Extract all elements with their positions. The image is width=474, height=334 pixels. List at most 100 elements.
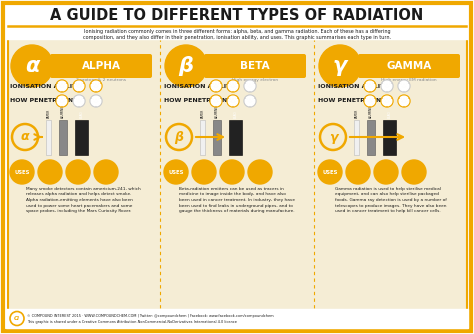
Wedge shape xyxy=(228,99,233,106)
Bar xyxy=(59,120,67,155)
Circle shape xyxy=(249,85,251,87)
Circle shape xyxy=(249,100,251,102)
Circle shape xyxy=(78,100,80,102)
Wedge shape xyxy=(216,84,221,91)
Text: ALPHA: ALPHA xyxy=(82,61,120,71)
Wedge shape xyxy=(79,84,84,91)
Wedge shape xyxy=(404,99,409,106)
Wedge shape xyxy=(383,96,391,100)
Wedge shape xyxy=(211,84,216,91)
Circle shape xyxy=(398,95,410,107)
Circle shape xyxy=(94,160,118,184)
Text: Ionising radiation commonly comes in three different forms: alpha, beta, and gam: Ionising radiation commonly comes in thr… xyxy=(84,28,390,33)
Text: ALUMINIUM: ALUMINIUM xyxy=(369,102,373,119)
Wedge shape xyxy=(211,99,216,106)
Circle shape xyxy=(95,100,97,102)
Text: USES: USES xyxy=(14,169,30,174)
Wedge shape xyxy=(233,84,238,91)
Wedge shape xyxy=(58,81,66,85)
Circle shape xyxy=(90,80,102,92)
Circle shape xyxy=(232,100,234,102)
Text: IONISATION ABILITY:: IONISATION ABILITY: xyxy=(318,84,391,89)
Circle shape xyxy=(220,160,244,184)
Text: α: α xyxy=(21,131,29,144)
Text: LEAD: LEAD xyxy=(234,111,237,119)
Wedge shape xyxy=(228,84,233,91)
Text: HOW PENETRATING?: HOW PENETRATING? xyxy=(318,99,390,104)
Bar xyxy=(46,120,51,155)
Circle shape xyxy=(244,95,256,107)
Circle shape xyxy=(398,80,410,92)
Circle shape xyxy=(95,85,97,87)
Circle shape xyxy=(192,160,216,184)
Text: γ: γ xyxy=(329,131,337,144)
Text: α: α xyxy=(25,56,39,76)
Circle shape xyxy=(73,95,85,107)
Wedge shape xyxy=(212,96,220,100)
Wedge shape xyxy=(75,81,83,85)
Wedge shape xyxy=(74,99,79,106)
Bar xyxy=(229,120,242,155)
Wedge shape xyxy=(387,84,392,91)
Circle shape xyxy=(319,45,361,87)
Wedge shape xyxy=(58,96,66,100)
Wedge shape xyxy=(91,99,96,106)
Wedge shape xyxy=(79,99,84,106)
Text: β: β xyxy=(174,131,183,144)
Text: BETA: BETA xyxy=(240,61,270,71)
Circle shape xyxy=(164,160,188,184)
Circle shape xyxy=(227,80,239,92)
Wedge shape xyxy=(57,84,62,91)
Circle shape xyxy=(210,95,222,107)
FancyBboxPatch shape xyxy=(204,54,306,78)
Text: A GUIDE TO DIFFERENT TYPES OF RADIATION: A GUIDE TO DIFFERENT TYPES OF RADIATION xyxy=(50,8,424,23)
Text: PAPER: PAPER xyxy=(355,109,358,119)
Text: HOW PENETRATING?: HOW PENETRATING? xyxy=(10,99,82,104)
Circle shape xyxy=(66,160,90,184)
Wedge shape xyxy=(74,84,79,91)
Circle shape xyxy=(381,95,393,107)
Circle shape xyxy=(227,95,239,107)
Wedge shape xyxy=(75,96,83,100)
Wedge shape xyxy=(366,81,374,85)
Text: Many smoke detectors contain americium-241, which
releases alpha radiation and h: Many smoke detectors contain americium-2… xyxy=(26,187,140,213)
Wedge shape xyxy=(400,96,408,100)
Wedge shape xyxy=(57,99,62,106)
Wedge shape xyxy=(366,96,374,100)
Text: GAMMA: GAMMA xyxy=(386,61,432,71)
Text: PAPER: PAPER xyxy=(201,109,204,119)
Text: ALUMINIUM: ALUMINIUM xyxy=(61,102,65,119)
Circle shape xyxy=(248,160,272,184)
Wedge shape xyxy=(96,99,101,106)
Circle shape xyxy=(244,80,256,92)
Text: USES: USES xyxy=(322,169,337,174)
Circle shape xyxy=(318,160,342,184)
Bar xyxy=(200,120,205,155)
Bar xyxy=(383,120,396,155)
Text: Gamma radiation is used to help sterilise medical
equipment, and can also help s: Gamma radiation is used to help sterilis… xyxy=(335,187,447,213)
Wedge shape xyxy=(233,99,238,106)
Circle shape xyxy=(215,100,217,102)
Circle shape xyxy=(56,80,68,92)
Wedge shape xyxy=(387,99,392,106)
Wedge shape xyxy=(370,99,375,106)
Wedge shape xyxy=(404,84,409,91)
Circle shape xyxy=(364,95,376,107)
Circle shape xyxy=(38,160,62,184)
Wedge shape xyxy=(216,99,221,106)
Wedge shape xyxy=(400,81,408,85)
Wedge shape xyxy=(245,99,250,106)
Text: composition, and they also differ in their penetration, ionisation ability, and : composition, and they also differ in the… xyxy=(83,34,391,39)
FancyBboxPatch shape xyxy=(358,54,460,78)
Bar xyxy=(75,120,88,155)
Wedge shape xyxy=(250,99,255,106)
Circle shape xyxy=(381,80,393,92)
Text: Beta-radiation emitters can be used as tracers in
medicine to image inside the b: Beta-radiation emitters can be used as t… xyxy=(179,187,295,213)
Circle shape xyxy=(386,100,388,102)
Text: β: β xyxy=(179,56,193,76)
Circle shape xyxy=(56,95,68,107)
Circle shape xyxy=(90,95,102,107)
Text: USES: USES xyxy=(168,169,184,174)
Wedge shape xyxy=(229,96,237,100)
Wedge shape xyxy=(62,84,67,91)
